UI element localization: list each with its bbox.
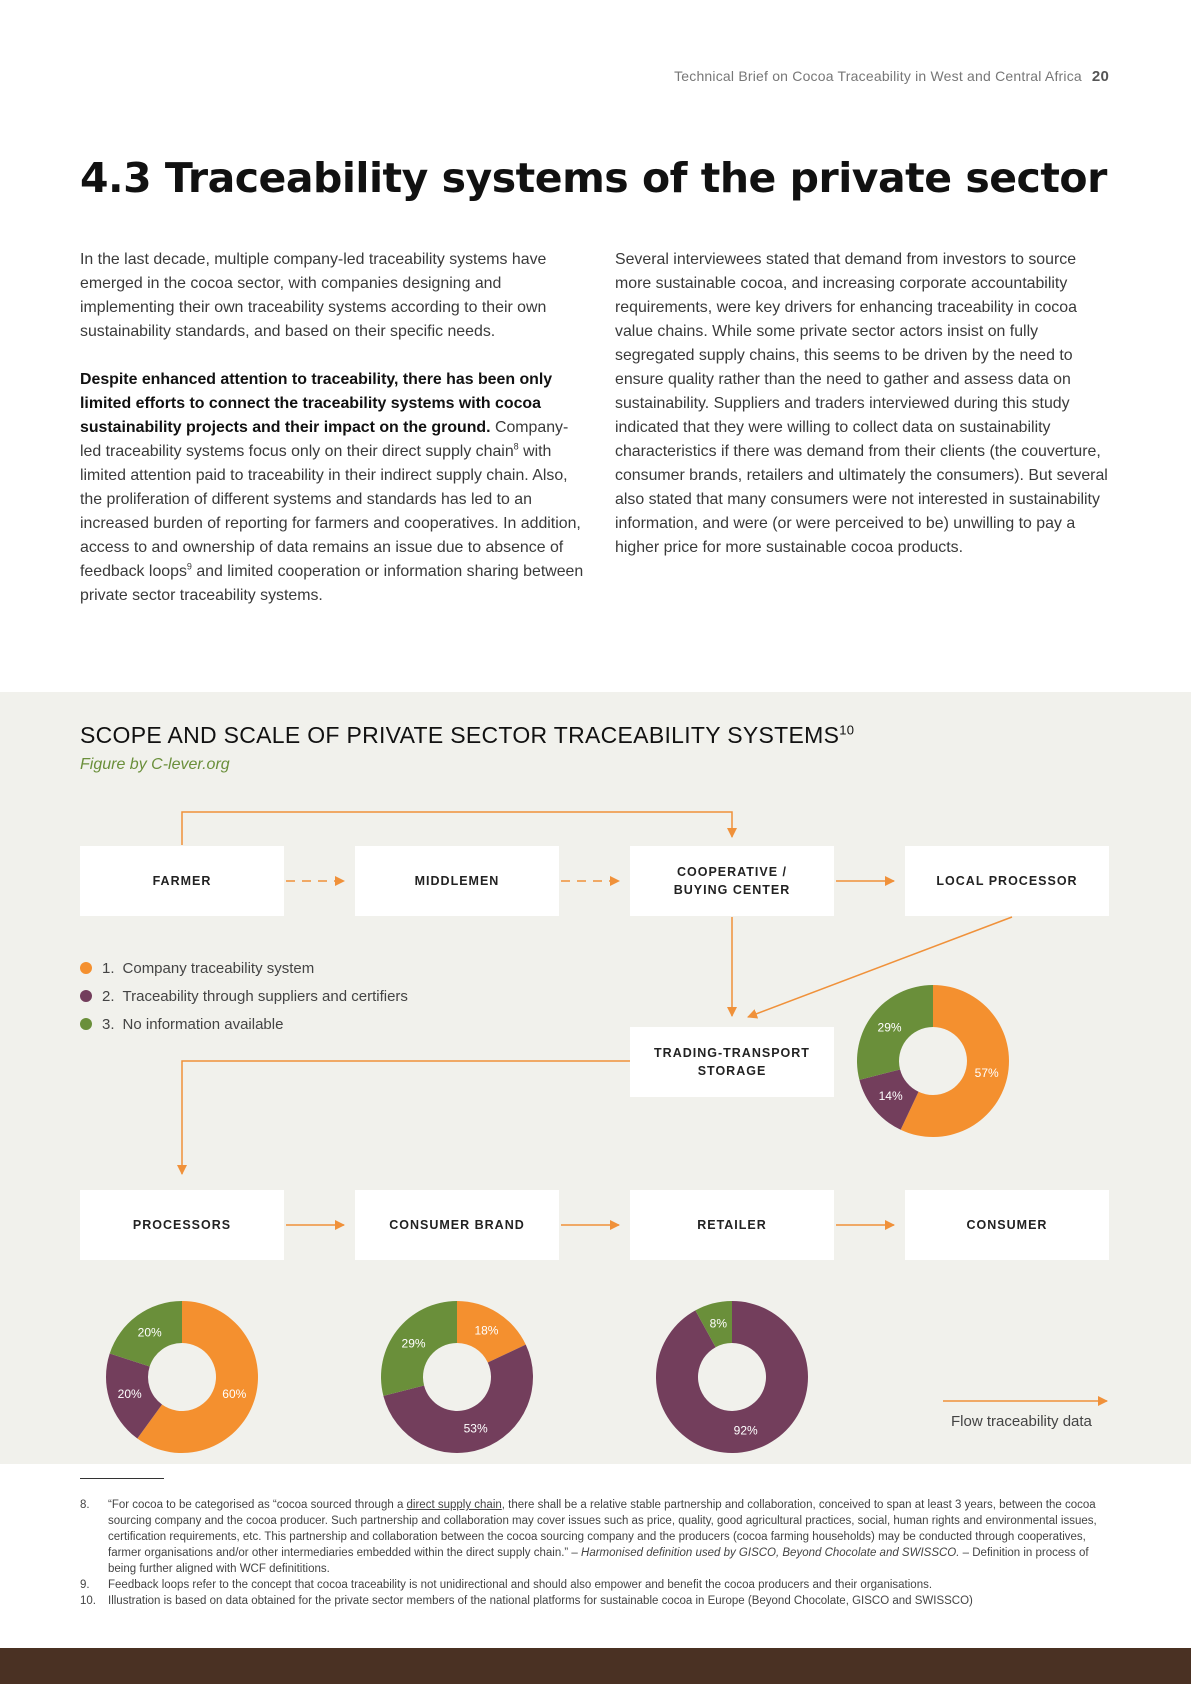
footnotes: 8. “For cocoa to be categorised as “cocoa… — [80, 1497, 1110, 1609]
donut-slice — [105, 1353, 163, 1439]
donut-slice — [383, 1344, 533, 1454]
box-consumer: CONSUMER — [905, 1190, 1109, 1260]
footnote-number: 9. — [80, 1579, 90, 1591]
box-cooperative: COOPERATIVE / BUYING CENTER — [630, 846, 834, 916]
box-middlemen: MIDDLEMEN — [355, 846, 559, 916]
box-processors: PROCESSORS — [80, 1190, 284, 1260]
arrow-local-processor-to-trading — [747, 916, 1013, 1019]
left-paragraph-2: Despite enhanced attention to traceabili… — [80, 368, 585, 608]
footer-bar — [0, 1648, 1191, 1684]
legend-num: 3. — [102, 1015, 115, 1033]
figure-title-text: SCOPE AND SCALE OF PRIVATE SECTOR TRACEA… — [80, 722, 840, 748]
footnote-8-b: , there shall be a relative stable partn… — [108, 1499, 1097, 1559]
legend-label: Company traceability system — [122, 959, 315, 977]
footnote-number: 8. — [80, 1499, 90, 1511]
legend-num: 1. — [102, 959, 115, 977]
footnote-8-link: direct supply chain — [406, 1499, 502, 1511]
footnote-10: 10. Illustration is based on data obtaine… — [80, 1593, 1110, 1609]
figure-legend: 1. Company traceability system 2. Traceabi… — [80, 954, 408, 1038]
donut-slice-label: 57% — [975, 1066, 999, 1080]
section-title: 4.3 Traceability systems of the private … — [80, 154, 1107, 202]
figure-credit: Figure by C-lever.org — [80, 756, 230, 773]
legend-dot-company — [80, 962, 92, 974]
donut-slice — [859, 1069, 919, 1130]
left-paragraph-2-c: and limited cooperation or information s… — [80, 563, 584, 604]
box-cooperative-line1: COOPERATIVE / — [676, 865, 787, 879]
box-farmer: FARMER — [80, 846, 284, 916]
legend-dot-suppliers — [80, 990, 92, 1002]
box-trading-line1: TRADING-TRANSPORT — [654, 1046, 810, 1060]
donut-slice — [109, 1301, 182, 1367]
donut-slice-label: 20% — [118, 1387, 142, 1401]
donut-slice — [655, 1301, 808, 1454]
donut-slice — [857, 985, 933, 1080]
footnote-number: 10. — [80, 1595, 96, 1607]
left-paragraph-1: In the last decade, multiple company-led… — [80, 251, 547, 340]
footnote-8-c: – Definition in process of being further… — [108, 1547, 1089, 1575]
donut-charts: 57% 14% 29% 60% 20% 20% 18% 53% 29% 92% 8% — [105, 985, 1009, 1454]
box-consumer-brand: CONSUMER BRAND — [355, 1190, 559, 1260]
donut-slice — [137, 1301, 258, 1454]
donut-slice-label: 14% — [879, 1089, 903, 1103]
left-paragraph-2-bold: Despite enhanced attention to traceabili… — [80, 371, 553, 436]
figure-title: SCOPE AND SCALE OF PRIVATE SECTOR TRACEA… — [80, 722, 854, 749]
footnote-ref-10: 10 — [839, 722, 855, 738]
donut-slice-label: 92% — [734, 1423, 758, 1437]
footnote-text: Illustration is based on data obtained f… — [108, 1595, 973, 1607]
footnote-ref-8: 8 — [513, 441, 519, 452]
flow-legend-label: Flow traceability data — [951, 1413, 1092, 1430]
donut-slice — [381, 1301, 457, 1396]
donut-slice-label: 53% — [464, 1422, 488, 1436]
footnote-9: 9. Feedback loops refer to the concept th… — [80, 1577, 1110, 1593]
footnote-rule — [80, 1478, 164, 1479]
legend-item-suppliers: 2. Traceability through suppliers and cer… — [80, 982, 408, 1010]
arrow-trading-to-processors — [177, 1060, 630, 1175]
box-trading-transport: TRADING-TRANSPORT STORAGE — [630, 1027, 834, 1097]
footnote-8: 8. “For cocoa to be categorised as “cocoa… — [80, 1497, 1110, 1577]
legend-label: No information available — [122, 1015, 284, 1033]
box-retailer: RETAILER — [630, 1190, 834, 1260]
donut-slice-label: 29% — [402, 1336, 426, 1350]
right-column: Several interviewees stated that demand … — [615, 248, 1115, 584]
footnote-ref-9: 9 — [186, 561, 192, 572]
donut-slice — [457, 1301, 526, 1363]
legend-item-noinfo: 3. No information available — [80, 1010, 408, 1038]
donut-slice — [695, 1301, 732, 1348]
footnote-8-a: “For cocoa to be categorised as “cocoa s… — [108, 1499, 407, 1511]
running-title: Technical Brief on Cocoa Traceability in… — [674, 68, 1082, 84]
left-paragraph-2-b: with limited attention paid to traceabil… — [80, 443, 581, 580]
box-trading-line2: STORAGE — [697, 1064, 767, 1078]
running-header: Technical Brief on Cocoa Traceability in… — [674, 68, 1109, 85]
donut-slice-label: 18% — [474, 1324, 498, 1338]
page-number: 20 — [1091, 68, 1109, 85]
donut-slice-label: 60% — [222, 1387, 246, 1401]
donut-slice-label: 20% — [138, 1326, 162, 1340]
left-column: In the last decade, multiple company-led… — [80, 248, 585, 632]
box-local-processor: LOCAL PROCESSOR — [905, 846, 1109, 916]
legend-item-company: 1. Company traceability system — [80, 954, 408, 982]
arrow-farmer-to-coop — [181, 811, 737, 845]
donut-slice — [900, 985, 1009, 1137]
box-cooperative-line2: BUYING CENTER — [673, 883, 791, 897]
legend-label: Traceability through suppliers and certi… — [122, 987, 408, 1005]
left-paragraph-2-a: Company-led traceability systems focus o… — [80, 419, 569, 460]
legend-dot-noinfo — [80, 1018, 92, 1030]
footnote-8-italic: Harmonised definition used by GISCO, Bey… — [581, 1547, 960, 1559]
footnote-text: Feedback loops refer to the concept that… — [108, 1579, 933, 1591]
donut-slice-label: 29% — [878, 1020, 902, 1034]
right-paragraph-1: Several interviewees stated that demand … — [615, 251, 1108, 556]
footnote-text: “For cocoa to be categorised as “cocoa s… — [108, 1497, 1110, 1577]
legend-num: 2. — [102, 987, 115, 1005]
donut-slice-label: 8% — [710, 1317, 728, 1331]
